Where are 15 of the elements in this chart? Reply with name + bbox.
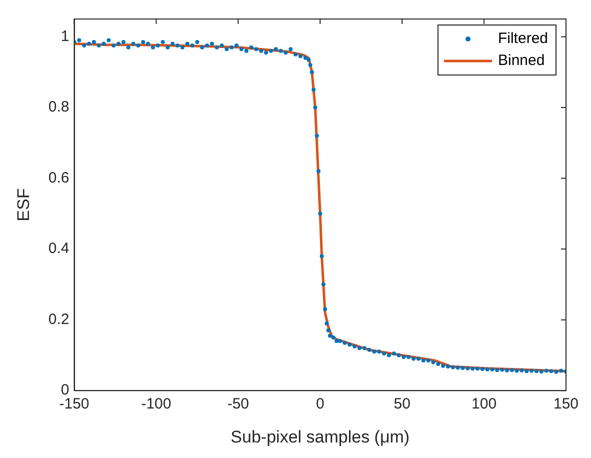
x-axis-title: Sub-pixel samples (μm) xyxy=(230,427,410,446)
x-tick-label: 50 xyxy=(394,396,410,413)
x-tick-label: -50 xyxy=(227,396,250,413)
y-tick-label: 0.8 xyxy=(48,98,70,116)
y-tick-label: 1 xyxy=(60,28,70,45)
y-axis-title: ESF xyxy=(14,188,33,222)
legend-label: Binned xyxy=(498,52,545,70)
legend-label: Filtered xyxy=(498,30,548,48)
y-tick-label: 0.4 xyxy=(48,240,70,258)
y-tick-label: 0.2 xyxy=(48,310,70,328)
x-tick-label: 0 xyxy=(316,396,324,413)
y-tick-label: 0.6 xyxy=(48,169,70,186)
x-tick-label: 150 xyxy=(553,396,579,413)
x-tick-label: -100 xyxy=(141,396,172,413)
x-tick-label: 100 xyxy=(472,396,497,413)
